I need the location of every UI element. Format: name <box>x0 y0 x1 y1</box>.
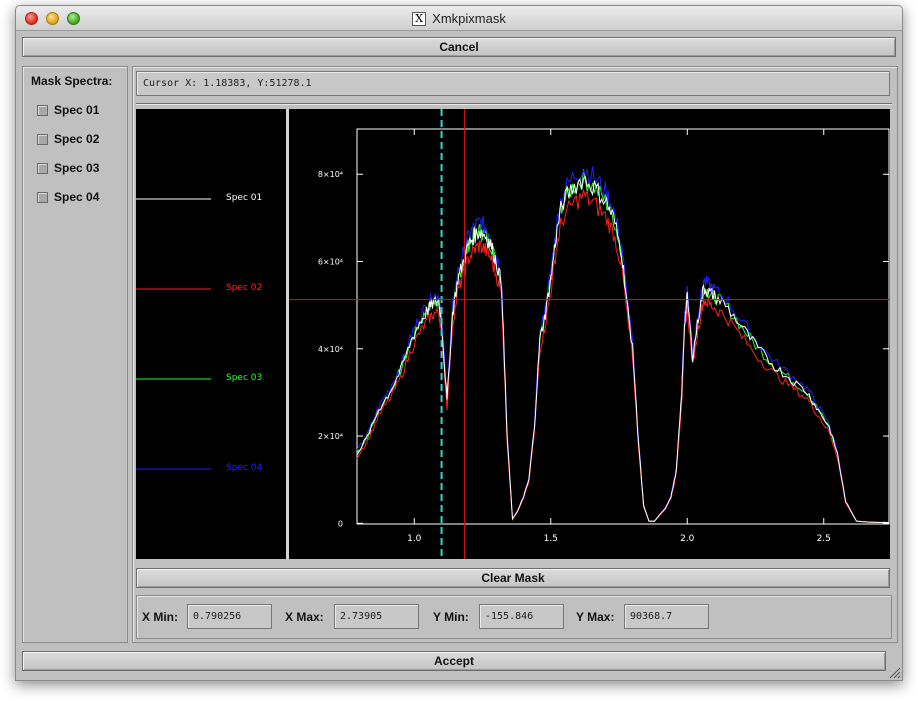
plot-svg[interactable]: 1.0 1.5 2.0 2.5 0 2×10⁴ 4×10⁴ 6×10⁴ 8×10⁴ <box>289 109 890 559</box>
cancel-button[interactable]: Cancel <box>22 37 896 57</box>
checkbox-label: Spec 02 <box>54 132 100 146</box>
zoom-window-icon[interactable] <box>67 12 80 25</box>
cursor-readout-field[interactable]: Cursor X: 1.18383, Y:51278.1 <box>136 71 890 96</box>
series-line-spec-01 <box>356 175 890 523</box>
x-min-label: X Min: <box>142 610 178 624</box>
series-line-spec-02 <box>356 189 889 523</box>
y-min-field[interactable]: -155.846 <box>479 604 564 629</box>
x-max-label: X Max: <box>285 610 324 624</box>
mask-spectra-panel <box>22 66 128 643</box>
y-tick-label: 2×10⁴ <box>318 432 343 441</box>
main-panel <box>132 66 898 643</box>
mask-spec-03-checkbox[interactable]: Spec 03 <box>37 161 99 175</box>
close-window-icon[interactable] <box>25 12 38 25</box>
x-tick-label: 2.5 <box>817 534 831 544</box>
accept-button[interactable]: Accept <box>22 651 886 671</box>
legend-area: Spec 01 Spec 02 Spec 03 Spec 04 <box>136 109 286 559</box>
resize-grip-icon[interactable] <box>887 665 901 679</box>
x-tick-label: 1.0 <box>407 534 422 544</box>
y-tick-label: 6×10⁴ <box>318 258 343 267</box>
clear-mask-button[interactable]: Clear Mask <box>136 568 890 588</box>
x-max-field[interactable]: 2.73905 <box>334 604 419 629</box>
title-bar[interactable]: X Xmkpixmask <box>16 6 902 31</box>
series-line-spec-03 <box>356 169 890 524</box>
y-min-label: Y Min: <box>433 610 469 624</box>
legend-svg: Spec 01 Spec 02 Spec 03 Spec 04 <box>136 193 262 473</box>
plot-frame <box>356 128 890 525</box>
minimize-window-icon[interactable] <box>46 12 59 25</box>
y-tick-label: 8×10⁴ <box>318 170 343 179</box>
app-window: X Xmkpixmask Cancel Mask Spectra: Spec 0… <box>15 5 903 681</box>
checkbox-label: Spec 03 <box>54 161 100 175</box>
mask-spec-01-checkbox[interactable]: Spec 01 <box>37 103 99 117</box>
mask-spec-04-checkbox[interactable]: Spec 04 <box>37 190 99 204</box>
checkbox-label: Spec 01 <box>54 103 100 117</box>
x11-app-icon: X <box>412 11 427 26</box>
checkbox-box[interactable] <box>37 162 48 174</box>
spectrum-plot[interactable]: 1.0 1.5 2.0 2.5 0 2×10⁴ 4×10⁴ 6×10⁴ 8×10⁴ <box>289 109 890 559</box>
y-tick-label: 4×10⁴ <box>318 345 343 354</box>
window-title: Xmkpixmask <box>432 11 506 26</box>
y-tick-label: 0 <box>338 519 343 528</box>
legend-label-spec-03: Spec 03 <box>226 373 262 383</box>
x-min-field[interactable]: 0.790256 <box>187 604 272 629</box>
legend-label-spec-01: Spec 01 <box>226 193 262 203</box>
checkbox-box[interactable] <box>37 133 48 145</box>
checkbox-box[interactable] <box>37 104 48 116</box>
mask-spectra-title: Mask Spectra: <box>31 74 113 88</box>
x-tick-label: 2.0 <box>680 534 695 544</box>
series-line-spec-04 <box>356 166 889 523</box>
legend-label-spec-04: Spec 04 <box>226 463 262 473</box>
checkbox-label: Spec 04 <box>54 190 100 204</box>
limits-panel <box>136 595 892 639</box>
y-max-label: Y Max: <box>576 610 615 624</box>
mask-spec-02-checkbox[interactable]: Spec 02 <box>37 132 99 146</box>
plot-divider <box>286 109 289 559</box>
separator <box>136 103 892 105</box>
legend-label-spec-02: Spec 02 <box>226 283 262 293</box>
y-max-field[interactable]: 90368.7 <box>624 604 709 629</box>
checkbox-box[interactable] <box>37 191 48 203</box>
x-tick-label: 1.5 <box>544 534 558 544</box>
